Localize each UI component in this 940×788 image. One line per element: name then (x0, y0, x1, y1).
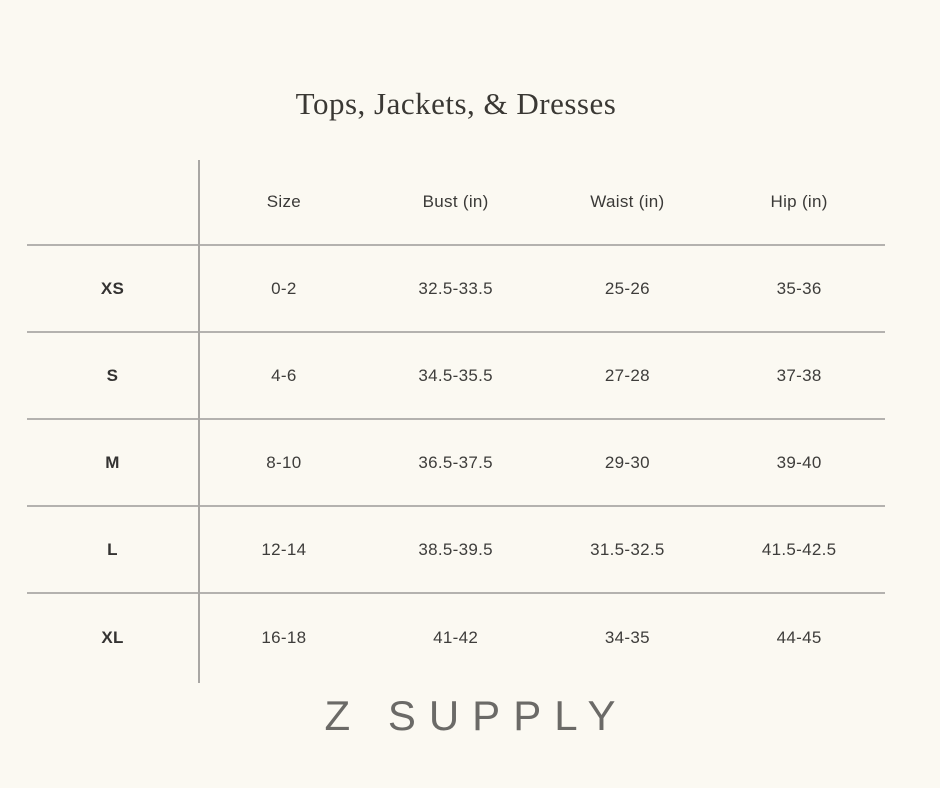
cell-waist: 31.5-32.5 (590, 539, 665, 559)
cell-bust: 34.5-35.5 (418, 365, 493, 385)
cell-waist: 27-28 (604, 365, 650, 385)
column-header-hip: Hip (in) (770, 192, 828, 211)
cell-bust: 38.5-39.5 (418, 539, 493, 559)
table-vertical-divider (198, 160, 200, 683)
row-label: XL (101, 627, 124, 647)
table-row-xl: XL 16-18 41-42 34-35 44-45 (27, 594, 885, 681)
brand-logo: Z SUPPLY (324, 692, 629, 739)
column-header-size: Size (266, 192, 302, 211)
row-label: M (105, 452, 120, 472)
cell-waist: 25-26 (604, 278, 650, 298)
cell-hip: 41.5-42.5 (761, 539, 837, 559)
cell-bust: 32.5-33.5 (418, 278, 493, 298)
cell-hip: 37-38 (776, 365, 822, 385)
table-row-xs: XS 0-2 32.5-33.5 25-26 35-36 (27, 246, 885, 333)
column-header-bust: Bust (in) (422, 192, 489, 211)
cell-bust: 36.5-37.5 (418, 452, 493, 472)
table-row-s: S 4-6 34.5-35.5 27-28 37-38 (27, 333, 885, 420)
page-title: Tops, Jackets, & Dresses (295, 86, 617, 121)
cell-bust: 41-42 (433, 627, 479, 647)
size-table: Size Bust (in) Waist (in) Hip (in) XS 0-… (27, 160, 885, 683)
cell-hip: 39-40 (776, 452, 822, 472)
cell-size: 8-10 (266, 452, 302, 472)
cell-size: 16-18 (261, 627, 307, 647)
cell-waist: 29-30 (604, 452, 650, 472)
table-row-l: L 12-14 38.5-39.5 31.5-32.5 41.5-42.5 (27, 507, 885, 594)
column-header-waist: Waist (in) (590, 192, 665, 211)
cell-hip: 44-45 (776, 627, 822, 647)
cell-size: 4-6 (271, 365, 297, 385)
cell-waist: 34-35 (604, 627, 650, 647)
table-header-row: Size Bust (in) Waist (in) Hip (in) (27, 160, 885, 246)
row-label: S (106, 365, 119, 385)
cell-size: 0-2 (271, 278, 297, 298)
cell-hip: 35-36 (776, 278, 822, 298)
table-row-m: M 8-10 36.5-37.5 29-30 39-40 (27, 420, 885, 507)
cell-size: 12-14 (261, 539, 307, 559)
row-label: XS (100, 278, 125, 298)
row-label: L (107, 539, 118, 559)
